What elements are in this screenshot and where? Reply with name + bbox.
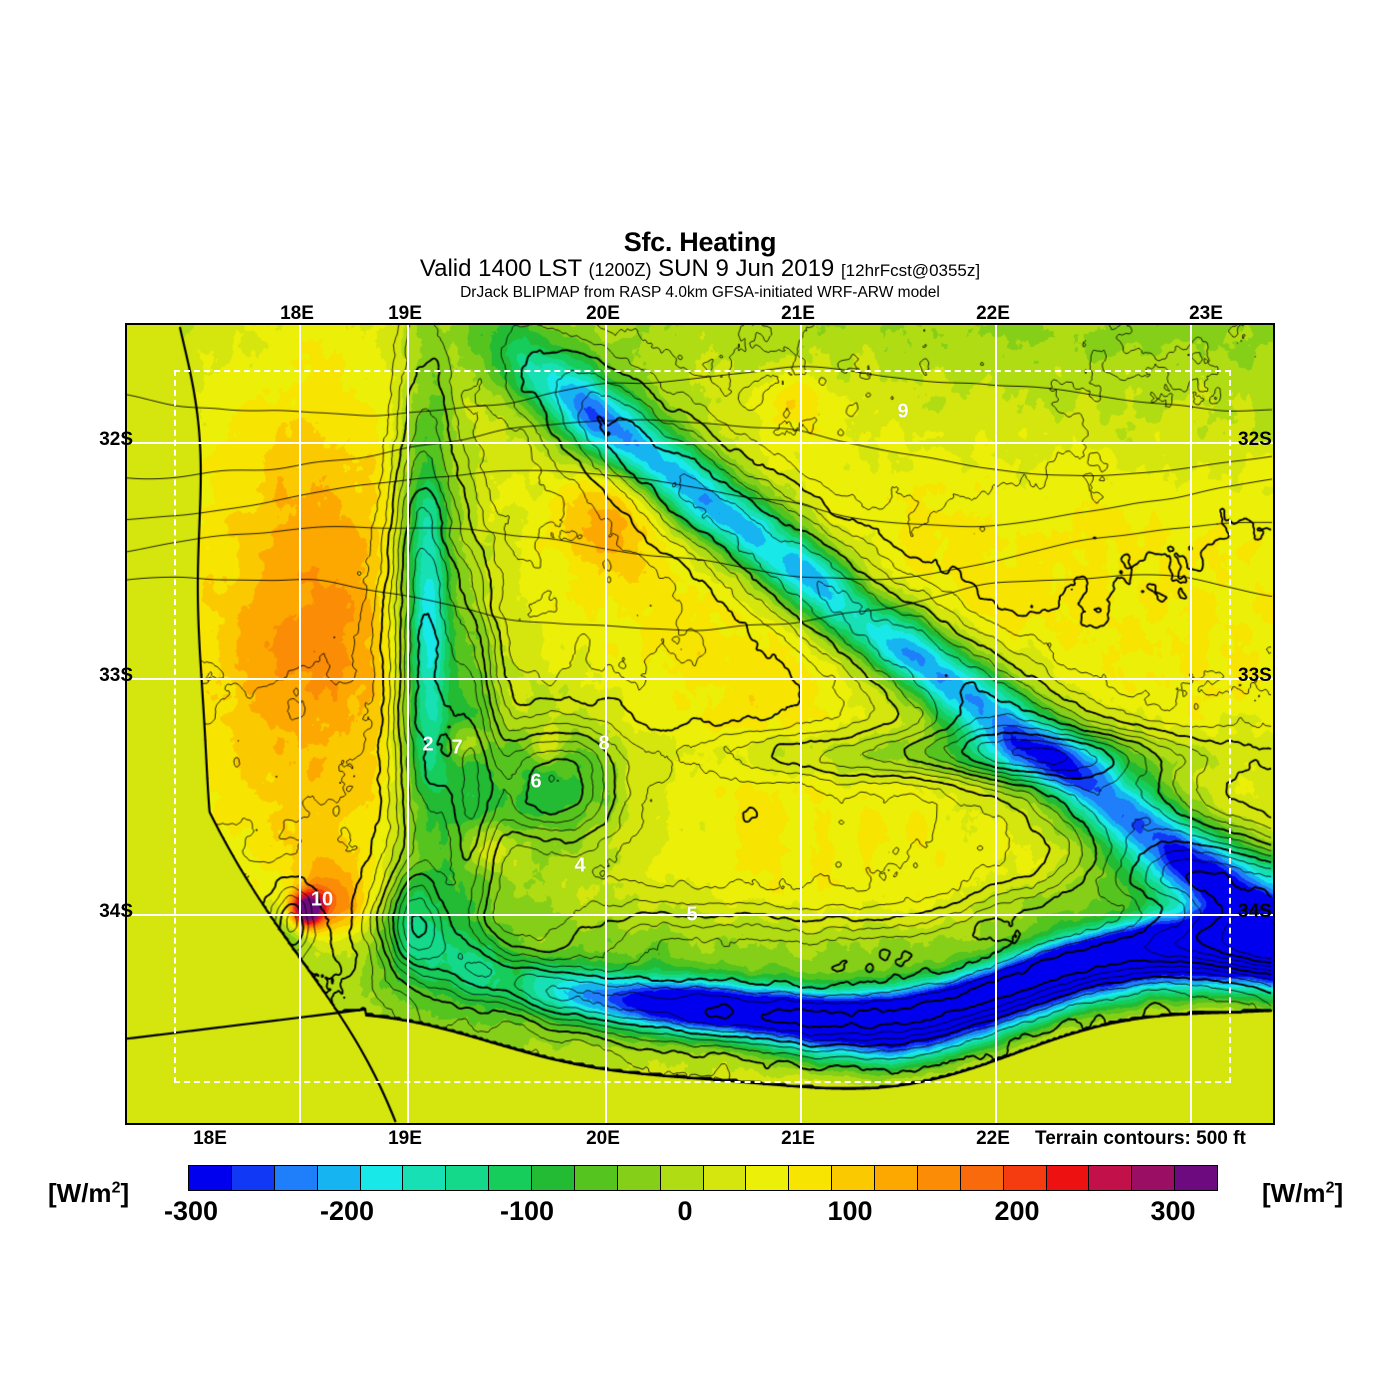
axis-label-lon-top-0: 18E xyxy=(280,303,314,324)
axis-label-lon-top-4: 22E xyxy=(976,303,1010,324)
colorbar-segment-22 xyxy=(1132,1166,1176,1190)
axis-label-lat-right-2: 34S xyxy=(1238,901,1272,922)
colorbar-tick-0: -300 xyxy=(163,1196,219,1226)
colorbar-segment-23 xyxy=(1175,1166,1217,1190)
colorbar-segment-21 xyxy=(1089,1166,1133,1190)
axis-label-lon-top-5: 23E xyxy=(1189,303,1223,324)
page-title: Sfc. Heating xyxy=(623,227,777,257)
axis-label-lat-right-0: 32S xyxy=(1238,429,1272,450)
forecast-tag: [12hrFcst@0355z] xyxy=(840,261,981,281)
colorbar-segment-7 xyxy=(489,1166,532,1190)
axis-label-lat-left-1: 33S xyxy=(99,665,133,686)
colorbar-tick-4: 100 xyxy=(827,1196,873,1226)
axis-label-lat-right-1: 33S xyxy=(1238,665,1272,686)
axis-label-lon-bottom-0: 18E xyxy=(193,1128,227,1149)
colorbar-tick-5: 200 xyxy=(994,1196,1040,1226)
axis-label-lon-top-2: 20E xyxy=(586,303,620,324)
colorbar-segment-10 xyxy=(617,1166,661,1190)
valid-time-prefix: Valid 1400 LST xyxy=(419,255,582,283)
colorbar-segment-20 xyxy=(1046,1166,1090,1190)
colorbar-segment-19 xyxy=(1003,1166,1047,1190)
colorbar-segment-12 xyxy=(703,1166,747,1190)
colorbar-segment-3 xyxy=(317,1166,361,1190)
title-block: Sfc. Heating Valid 1400 LST (1200Z) SUN … xyxy=(0,228,1400,302)
axis-label-lon-top-1: 19E xyxy=(388,303,422,324)
colorbar-segment-1 xyxy=(231,1166,275,1190)
colorbar-segment-11 xyxy=(660,1166,704,1190)
model-description: DrJack BLIPMAP from RASP 4.0km GFSA-init… xyxy=(460,284,940,302)
terrain-contour-note: Terrain contours: 500 ft xyxy=(1035,1128,1246,1149)
colorbar-segment-17 xyxy=(917,1166,961,1190)
colorbar-segment-6 xyxy=(446,1166,490,1190)
colorbar-unit-right: [W/m2] xyxy=(1262,1178,1344,1208)
colorbar-segment-4 xyxy=(360,1166,404,1190)
colorbar-tick-1: -200 xyxy=(319,1196,375,1226)
colorbar-segment-13 xyxy=(746,1166,790,1190)
axis-label-lat-left-0: 32S xyxy=(99,429,133,450)
colorbar-segment-15 xyxy=(832,1166,875,1190)
colorbar-tick-2: -100 xyxy=(499,1196,555,1226)
colorbar[interactable] xyxy=(188,1165,1218,1191)
valid-date: SUN 9 Jun 2019 xyxy=(658,255,835,283)
colorbar-segment-8 xyxy=(532,1166,575,1190)
colorbar-tick-6: 300 xyxy=(1150,1196,1196,1226)
axis-label-lon-bottom-4: 22E xyxy=(976,1128,1010,1149)
colorbar-segment-0 xyxy=(189,1166,232,1190)
weather-map[interactable] xyxy=(125,323,1275,1125)
colorbar-segment-16 xyxy=(875,1166,918,1190)
axis-label-lat-left-2: 34S xyxy=(99,901,133,922)
colorbar-segment-5 xyxy=(403,1166,447,1190)
valid-time-utc: (1200Z) xyxy=(588,260,652,281)
colorbar-segment-18 xyxy=(960,1166,1004,1190)
axis-label-lon-bottom-2: 20E xyxy=(586,1128,620,1149)
axis-label-lon-bottom-1: 19E xyxy=(388,1128,422,1149)
valid-time-line: Valid 1400 LST (1200Z) SUN 9 Jun 2019 [1… xyxy=(0,255,1400,283)
colorbar-segment-2 xyxy=(274,1166,318,1190)
axis-label-lon-top-3: 21E xyxy=(781,303,815,324)
axis-label-lon-bottom-3: 21E xyxy=(781,1128,815,1149)
colorbar-segment-14 xyxy=(789,1166,833,1190)
surface-heating-raster xyxy=(127,325,1273,1123)
colorbar-unit-left: [W/m2] xyxy=(48,1178,130,1208)
colorbar-tick-3: 0 xyxy=(677,1196,693,1226)
colorbar-segment-9 xyxy=(574,1166,618,1190)
